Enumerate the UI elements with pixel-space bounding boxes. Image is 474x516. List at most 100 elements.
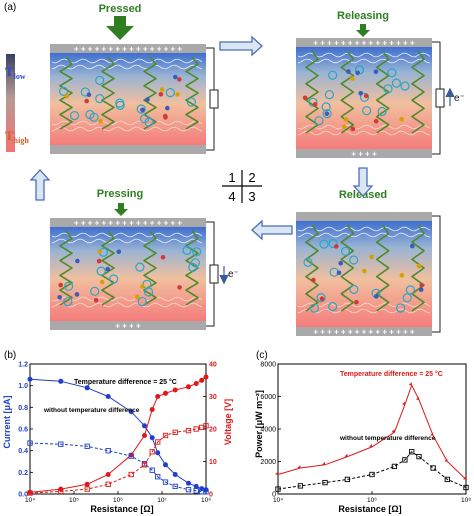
- x-tick-label: 10⁷: [157, 497, 167, 504]
- data-point: [84, 486, 90, 492]
- ion-ring: [321, 102, 331, 112]
- ion-ring: [319, 239, 329, 249]
- bottom-plate-charges: + + + +: [351, 150, 377, 159]
- gel-body: [50, 53, 206, 145]
- polymer-chain: [51, 58, 203, 64]
- data-point: [58, 441, 64, 447]
- ion-ring: [377, 106, 387, 117]
- ion-dot: [163, 115, 168, 120]
- data-point: [128, 453, 134, 459]
- ion-dot: [334, 244, 339, 249]
- t-high-label: Thigh: [5, 128, 29, 145]
- ion-dot: [97, 249, 102, 254]
- data-point: [84, 443, 90, 449]
- y-left-tick-label: 0.4: [18, 448, 28, 455]
- data-point: [27, 376, 33, 382]
- top-plate-charges: + + + + + + + + + + + + + + +: [313, 39, 415, 48]
- ion-dot: [418, 287, 424, 293]
- ion-dot: [369, 254, 375, 260]
- chart-c: 0 2000 4000 6000 8000 10⁴ 10⁶ 10⁸: [260, 362, 471, 505]
- panel-b-label: (b): [4, 350, 16, 361]
- press-arrow-pressing: [114, 203, 128, 216]
- ion-dot: [173, 74, 178, 80]
- data-point: [416, 396, 420, 400]
- data-point: [297, 483, 304, 489]
- y-left-tick-label: 1.2: [18, 362, 28, 369]
- data-point: [27, 490, 33, 496]
- ion-dot: [175, 92, 180, 97]
- ion-ring: [95, 75, 105, 86]
- polymer-chain: [51, 126, 203, 132]
- polymer-chain: [297, 308, 431, 314]
- data-point: [163, 462, 168, 468]
- bottom-electrode: [50, 145, 206, 154]
- polymer-chain: [51, 64, 203, 70]
- ion-dot: [346, 69, 351, 74]
- top-electrode: [296, 38, 432, 47]
- series-line-3: [29, 425, 207, 494]
- cycle-number-4: 4: [228, 189, 235, 204]
- data-point: [444, 476, 450, 483]
- data-point: [344, 453, 348, 457]
- data-point: [105, 448, 111, 454]
- b-ylabel-right: Voltage [V]: [223, 399, 233, 445]
- green-polymer-chain: [185, 230, 199, 306]
- x-tick-label: 10⁵: [69, 497, 79, 504]
- data-point: [155, 394, 161, 399]
- ion-dot: [58, 282, 63, 288]
- b-ylabel-left: Current [μA]: [2, 395, 12, 448]
- ion-dot: [84, 98, 89, 104]
- green-polymer-chain: [411, 224, 425, 312]
- ion-ring: [80, 87, 90, 97]
- data-point: [416, 453, 422, 460]
- ion-dot: [373, 294, 379, 299]
- gel-body: [296, 47, 432, 149]
- ion-dot: [93, 298, 99, 303]
- green-polymer-chain: [59, 230, 73, 306]
- load-resistor: [435, 88, 445, 108]
- ion-dot: [343, 117, 349, 122]
- device-cell-3: + + + + + + + + + + + + + + + + + + + + e⁻: [50, 218, 239, 331]
- ion-dot: [338, 260, 344, 266]
- ion-dot: [373, 69, 379, 74]
- y-left-tick-label: 0.2: [18, 470, 28, 477]
- data-point: [141, 462, 148, 468]
- bottom-electrode: [50, 321, 206, 330]
- y-right-tick-label: 40: [209, 362, 217, 369]
- press-arrow-large: [106, 16, 134, 40]
- state-label-pressing: Pressing: [97, 188, 143, 200]
- ion-ring: [359, 92, 370, 102]
- data-point: [199, 377, 205, 383]
- ion-ring: [188, 262, 198, 272]
- ion-dot: [134, 294, 140, 300]
- bottom-electrode: [296, 149, 432, 158]
- green-polymer-chain: [375, 50, 390, 134]
- ion-dot: [116, 249, 122, 254]
- ion-ring: [308, 97, 318, 107]
- ion-dot: [363, 93, 369, 99]
- cycle-number-cross: 1 2 4 3: [222, 170, 262, 204]
- data-point: [275, 486, 281, 492]
- ion-dot: [165, 105, 170, 111]
- polymer-chain: [51, 120, 203, 126]
- load-resistor: [209, 264, 219, 284]
- top-plate-charges: + + + + + + + + + + + + + + + +: [74, 45, 182, 54]
- ion-ring: [383, 84, 393, 94]
- x-tick-label: 10⁶: [113, 497, 123, 504]
- ion-ring: [387, 68, 397, 78]
- top-electrode: [50, 44, 206, 53]
- t-low-label: Tlow: [5, 64, 26, 81]
- electron-label: e⁻: [228, 269, 239, 280]
- b-xlabel: Resistance [Ω]: [90, 504, 153, 514]
- data-point: [391, 429, 395, 433]
- c-annotation-1: Temperature difference = 25 °C: [340, 370, 443, 378]
- ion-ring: [190, 258, 200, 268]
- green-polymer-chain: [375, 224, 390, 312]
- ion-dot: [319, 296, 325, 302]
- data-point: [322, 479, 328, 486]
- ion-ring: [362, 106, 372, 116]
- ion-ring: [396, 303, 406, 313]
- data-point: [162, 432, 169, 439]
- data-point: [193, 381, 199, 386]
- ion-dot: [354, 299, 359, 305]
